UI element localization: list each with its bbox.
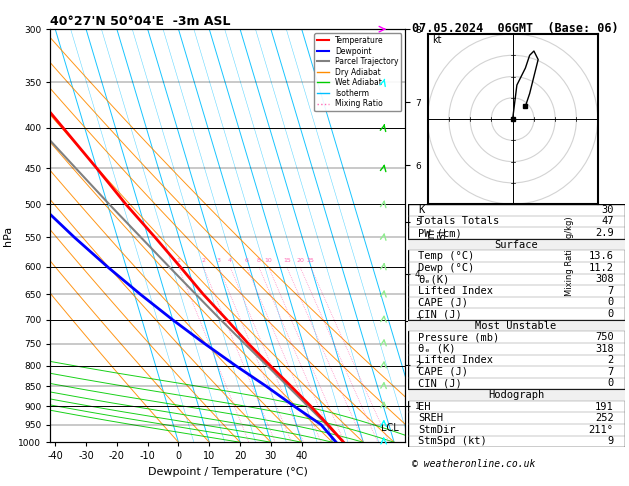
Text: 7: 7 [608, 286, 614, 296]
Text: 20: 20 [296, 258, 304, 263]
Text: 15: 15 [283, 258, 291, 263]
Text: 2: 2 [608, 355, 614, 365]
Text: 7: 7 [608, 367, 614, 377]
Text: kt: kt [432, 35, 442, 45]
Text: 13.6: 13.6 [589, 251, 614, 261]
Text: 0: 0 [608, 297, 614, 308]
Text: 0: 0 [608, 309, 614, 319]
Text: PW (cm): PW (cm) [418, 228, 462, 238]
Text: 750: 750 [595, 332, 614, 342]
Text: Lifted Index: Lifted Index [418, 286, 493, 296]
Text: θₑ (K): θₑ (K) [418, 344, 456, 354]
Text: 6: 6 [245, 258, 248, 263]
Text: K: K [418, 205, 425, 215]
Text: 30: 30 [601, 205, 614, 215]
Text: Hodograph: Hodograph [488, 390, 544, 400]
Text: StmDir: StmDir [418, 425, 456, 435]
Text: Surface: Surface [494, 240, 538, 250]
Text: 11.2: 11.2 [589, 263, 614, 273]
Text: EH: EH [418, 401, 431, 412]
Text: 1: 1 [177, 258, 181, 263]
Text: 8: 8 [257, 258, 261, 263]
Text: StmSpd (kt): StmSpd (kt) [418, 436, 487, 446]
Bar [408, 389, 625, 401]
Text: CIN (J): CIN (J) [418, 309, 462, 319]
Text: 3: 3 [217, 258, 221, 263]
Text: 211°: 211° [589, 425, 614, 435]
Bar [408, 239, 625, 250]
Text: 318: 318 [595, 344, 614, 354]
Text: SREH: SREH [418, 413, 443, 423]
Text: 2: 2 [201, 258, 205, 263]
Text: Temp (°C): Temp (°C) [418, 251, 475, 261]
Text: 40°27'N 50°04'E  -3m ASL: 40°27'N 50°04'E -3m ASL [50, 15, 231, 28]
Text: Lifted Index: Lifted Index [418, 355, 493, 365]
Text: 47: 47 [601, 216, 614, 226]
Text: LCL: LCL [381, 423, 398, 433]
Text: © weatheronline.co.uk: © weatheronline.co.uk [412, 459, 535, 469]
Bar [408, 320, 625, 331]
X-axis label: Dewpoint / Temperature (°C): Dewpoint / Temperature (°C) [148, 467, 308, 477]
Text: CIN (J): CIN (J) [418, 379, 462, 388]
Text: 4: 4 [228, 258, 232, 263]
Y-axis label: km
ASL: km ASL [426, 226, 448, 245]
Text: Pressure (mb): Pressure (mb) [418, 332, 499, 342]
Text: 308: 308 [595, 274, 614, 284]
Text: 9: 9 [608, 436, 614, 446]
Text: θₑ(K): θₑ(K) [418, 274, 450, 284]
Text: 2.9: 2.9 [595, 228, 614, 238]
Text: Totals Totals: Totals Totals [418, 216, 499, 226]
Text: CAPE (J): CAPE (J) [418, 367, 469, 377]
Text: 10: 10 [265, 258, 272, 263]
Text: Most Unstable: Most Unstable [476, 321, 557, 330]
Text: CAPE (J): CAPE (J) [418, 297, 469, 308]
Y-axis label: hPa: hPa [3, 226, 13, 246]
Text: 0: 0 [608, 379, 614, 388]
Text: 191: 191 [595, 401, 614, 412]
Text: 25: 25 [307, 258, 314, 263]
Text: Dewp (°C): Dewp (°C) [418, 263, 475, 273]
Text: 07.05.2024  06GMT  (Base: 06): 07.05.2024 06GMT (Base: 06) [412, 22, 618, 35]
Text: Mixing Ratio (g/kg): Mixing Ratio (g/kg) [565, 217, 574, 296]
Text: 252: 252 [595, 413, 614, 423]
Legend: Temperature, Dewpoint, Parcel Trajectory, Dry Adiabat, Wet Adiabat, Isotherm, Mi: Temperature, Dewpoint, Parcel Trajectory… [314, 33, 401, 111]
